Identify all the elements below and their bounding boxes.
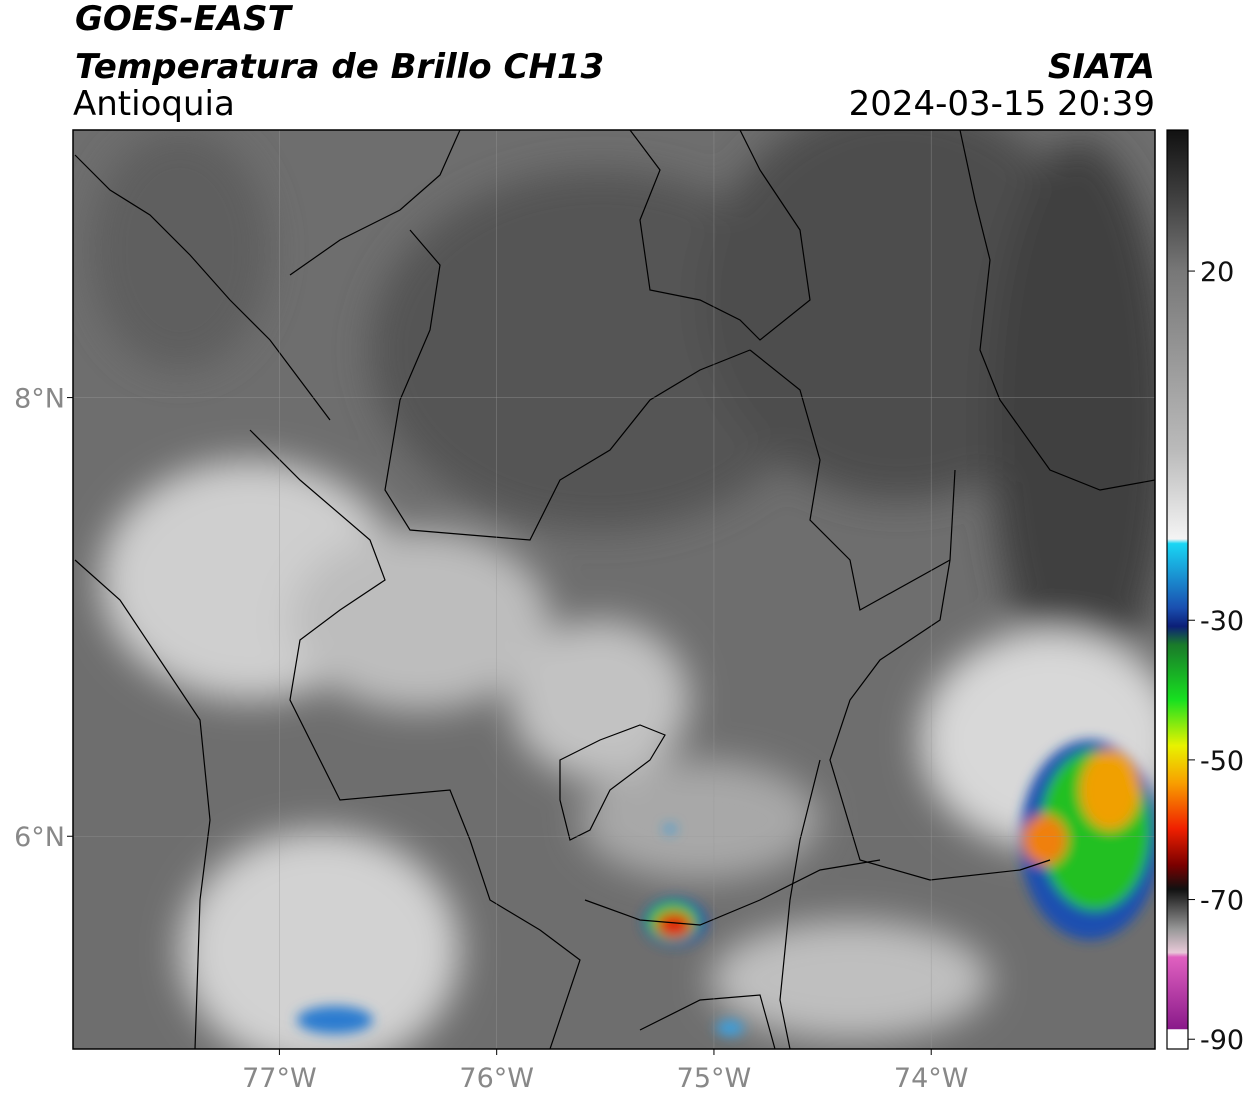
colorbar	[1166, 129, 1189, 1050]
map-image	[73, 130, 1155, 1049]
subtitle: Temperatura de Brillo CH13	[75, 47, 604, 87]
colorbar-tick-label: -70	[1200, 886, 1244, 917]
borders	[74, 130, 1155, 1049]
x-tick-label: 75°W	[677, 1063, 752, 1094]
x-tick-label: 77°W	[242, 1063, 317, 1094]
colorbar-tick-label: -50	[1200, 746, 1244, 777]
ticks: 77°W 76°W 75°W 74°W 6°N 8°N 20 -30 -50 -70 -90	[14, 257, 1244, 1094]
colorbar-tick-label: -90	[1200, 1025, 1244, 1056]
datetime: 2024-03-15 20:39	[849, 84, 1155, 124]
map-frame	[72, 129, 1156, 1050]
y-tick-label: 6°N	[14, 822, 65, 853]
x-tick-label: 74°W	[894, 1063, 969, 1094]
colorbar-tick-label: -30	[1200, 606, 1244, 637]
source: SIATA	[1048, 47, 1155, 87]
graticule	[73, 130, 1155, 1049]
region: Antioquia	[73, 84, 235, 124]
colorbar-tick-label: 20	[1200, 257, 1234, 288]
y-tick-label: 8°N	[14, 384, 65, 415]
x-tick-label: 76°W	[459, 1063, 534, 1094]
title: GOES-EAST	[75, 0, 294, 39]
